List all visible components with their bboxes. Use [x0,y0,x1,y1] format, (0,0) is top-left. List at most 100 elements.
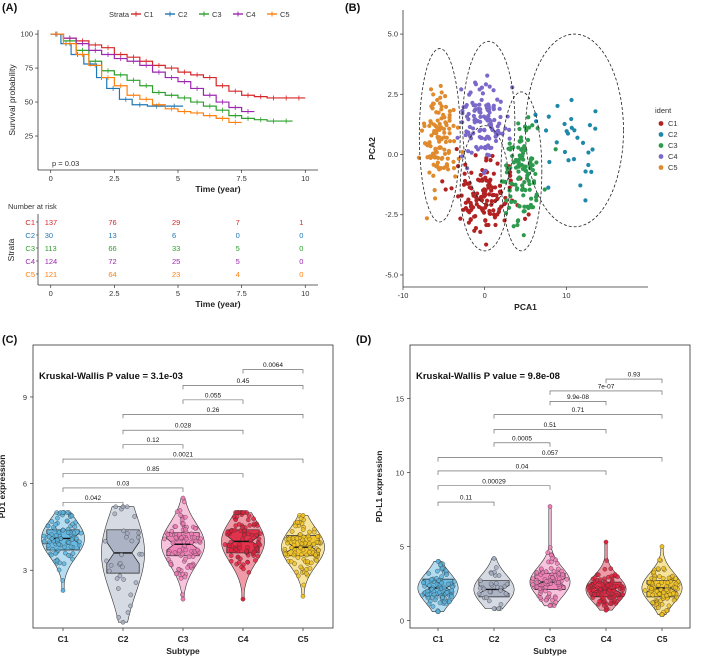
data-point-c3 [534,584,540,590]
pca-point-c5 [435,134,440,140]
data-point-c4 [258,531,263,536]
pca-point-c3 [516,169,521,174]
data-point-c2 [136,530,142,536]
data-point-c1 [435,559,441,564]
y-tick-label: 100 [20,30,33,39]
data-point-c2 [494,584,500,590]
pca-point-c4 [505,114,510,119]
pca-point-c4 [459,154,465,159]
pca-point-c2 [590,147,595,152]
pca-point-c4 [507,136,512,141]
data-point-c2 [124,531,130,536]
comparison-bracket [242,369,304,374]
data-point-c5 [655,566,661,572]
comparison-bracket [122,429,244,435]
pca-point-c1 [484,156,489,161]
pca-point-c1 [455,163,461,169]
pca-point-c1 [468,217,473,223]
data-point-c1 [56,542,62,547]
data-point-c4 [601,603,607,608]
x-tick-label: C5 [657,634,668,644]
panel-label-b: (B) [345,2,361,14]
pca-point-c4 [492,117,497,123]
pca-point-c4 [486,108,491,113]
pca-point-c4 [470,126,476,131]
pca-point-c1 [478,172,483,178]
pca-point-c5 [443,139,448,145]
data-point-c2 [116,615,121,620]
data-point-c4 [247,523,253,528]
x-tick-label: 10 [301,174,309,183]
pca-point-c5 [439,107,444,112]
x-tick-label: C1 [58,634,69,644]
data-point-c3 [556,580,561,585]
pca-point-c5 [447,131,452,136]
pca-point-c3 [530,205,536,210]
pca-point-c5 [430,151,436,156]
pca-point-c5 [433,196,438,201]
data-point-c1 [69,537,75,542]
data-point-c2 [477,586,483,591]
data-point-c3 [547,603,553,609]
data-point-c5 [642,588,648,593]
data-point-c4 [605,583,611,588]
data-point-c1 [66,540,72,545]
data-point-c2 [119,552,124,558]
pca-point-c1 [458,216,463,221]
pca-point-c4 [482,128,487,133]
comparison-pvalue: 0.03 [117,480,130,487]
data-point-c3 [166,551,172,556]
data-point-c5 [659,612,665,617]
data-point-c4 [245,517,251,523]
risk-value: 137 [45,218,58,227]
data-point-c5 [651,569,657,575]
pca-point-c3 [525,172,530,177]
data-point-c4 [240,510,246,515]
data-point-c4 [241,528,247,533]
data-point-c1 [60,588,66,593]
pca-point-c3 [518,135,524,140]
data-point-c4 [233,547,239,552]
data-point-c4 [237,545,243,551]
pca-point-c2 [572,128,577,133]
pca-point-c4 [491,88,496,93]
data-point-c2 [136,535,141,540]
x-tick-label: -10 [398,291,409,300]
comparison-pvalue: 7e-07 [598,383,615,390]
data-point-c1 [425,595,431,601]
data-point-c2 [491,556,497,561]
legend-label-c2: C2 [178,10,188,19]
data-point-c2 [108,563,114,568]
data-point-c3 [556,571,562,577]
pca-point-c3 [512,199,518,205]
pca-point-c1 [526,212,531,217]
data-point-c2 [121,577,126,582]
pca-point-c3 [516,160,521,165]
pca-point-c1 [477,178,482,183]
data-point-c5 [659,544,665,549]
pca-point-c1 [469,170,474,175]
pca-point-c1 [482,187,487,192]
y-tick-label: 10 [396,468,404,477]
data-point-c5 [301,582,307,588]
data-point-c5 [665,580,671,585]
comparison-pvalue: 0.028 [175,423,192,430]
data-point-c3 [186,554,192,560]
pca-point-c4 [480,91,486,96]
data-point-c4 [244,548,249,554]
pca-point-c3 [519,187,525,192]
data-point-c3 [183,536,189,542]
pca-point-c1 [490,193,495,198]
pca-point-c5 [443,120,449,126]
pca-point-c1 [456,194,461,199]
pca-point-c3 [516,203,522,209]
x-tick-label: 2.5 [109,174,119,183]
pca-point-c3 [521,233,526,238]
p-value-annotation: p = 0.03 [52,159,79,168]
data-point-c4 [615,583,620,589]
pca-point-c1 [490,185,495,190]
pca-point-c1 [454,146,459,152]
data-point-c1 [78,530,84,536]
data-point-c2 [496,606,501,612]
data-point-c1 [62,544,67,550]
